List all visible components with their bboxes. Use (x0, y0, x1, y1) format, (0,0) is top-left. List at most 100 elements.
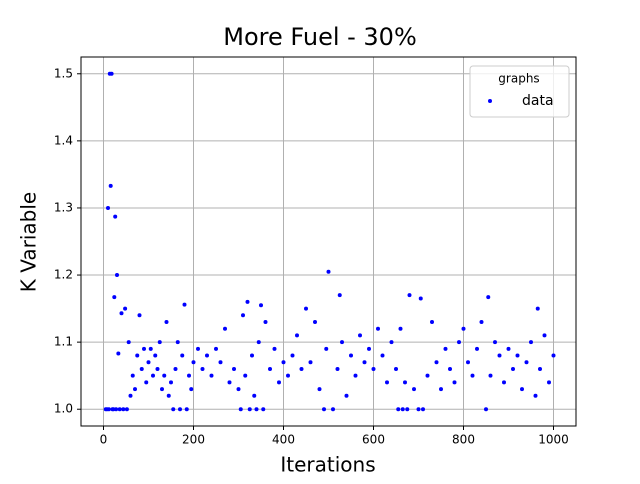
point (272, 346, 277, 351)
point (155, 366, 160, 371)
point (400, 407, 405, 412)
point (324, 346, 329, 351)
point (396, 407, 401, 412)
point (116, 351, 121, 356)
point (412, 387, 416, 392)
plot-frame (80, 56, 577, 427)
point (326, 269, 331, 274)
point (175, 340, 180, 345)
point (506, 346, 511, 351)
point (162, 373, 167, 378)
point (241, 313, 245, 318)
point (196, 346, 200, 351)
point (281, 360, 286, 365)
point (418, 296, 423, 301)
point (209, 373, 214, 378)
point (547, 380, 551, 385)
point (380, 353, 385, 358)
point (353, 373, 358, 378)
point (466, 360, 470, 365)
point (515, 353, 520, 358)
point (295, 333, 299, 338)
point (475, 346, 479, 351)
y-tick-label: 1.1 (54, 335, 73, 349)
point (484, 407, 488, 412)
point (439, 387, 443, 392)
point (173, 366, 178, 371)
point (290, 353, 295, 358)
point (394, 366, 398, 371)
point (304, 306, 308, 311)
y-tick-label: 1.3 (54, 200, 73, 214)
point (529, 340, 533, 345)
point (247, 407, 252, 412)
point (113, 214, 118, 219)
point (358, 333, 362, 338)
point (502, 380, 506, 385)
point (405, 407, 410, 412)
point (299, 366, 304, 371)
point (421, 407, 425, 412)
point (223, 326, 227, 331)
point (367, 346, 371, 351)
point (135, 353, 140, 358)
point (252, 393, 257, 398)
point (533, 393, 538, 398)
point (106, 205, 110, 210)
point (205, 353, 209, 358)
point (407, 293, 412, 298)
point (151, 373, 155, 378)
point (443, 346, 448, 351)
point (317, 387, 322, 392)
point (164, 320, 169, 325)
point (486, 295, 491, 300)
point (479, 320, 484, 325)
point (114, 407, 119, 412)
point (171, 407, 176, 412)
point (184, 407, 189, 412)
point (277, 380, 281, 385)
point (493, 340, 497, 345)
point (236, 387, 241, 392)
point (142, 346, 146, 351)
point (434, 360, 439, 365)
y-axis-label: K Variable (17, 192, 41, 292)
point (488, 373, 493, 378)
point (385, 380, 389, 385)
legend-box (469, 65, 570, 118)
point (126, 340, 131, 345)
point (313, 320, 317, 325)
legend-label: data (522, 93, 554, 109)
point (227, 380, 232, 385)
point (191, 360, 196, 365)
point (133, 387, 137, 392)
point (263, 320, 268, 325)
point (261, 407, 266, 412)
x-tick-label: 1000 (538, 433, 569, 447)
point (117, 407, 122, 412)
point (416, 407, 421, 412)
point (189, 387, 194, 392)
point (497, 353, 502, 358)
point (362, 360, 367, 365)
point (218, 360, 223, 365)
point (123, 306, 128, 311)
point (137, 313, 142, 318)
point (254, 407, 259, 412)
point (430, 320, 434, 325)
point (344, 393, 349, 398)
x-tick-label: 400 (272, 433, 295, 447)
x-axis-label: Iterations (280, 453, 375, 477)
x-tick-label: 600 (362, 433, 385, 447)
legend-marker (488, 99, 492, 103)
chart-title: More Fuel - 30% (223, 23, 417, 51)
point (169, 380, 173, 385)
x-tick-label: 0 (100, 433, 108, 447)
point (376, 326, 380, 331)
point (214, 346, 218, 351)
point (112, 295, 117, 300)
point (448, 366, 452, 371)
point (108, 183, 113, 188)
point (535, 306, 540, 311)
